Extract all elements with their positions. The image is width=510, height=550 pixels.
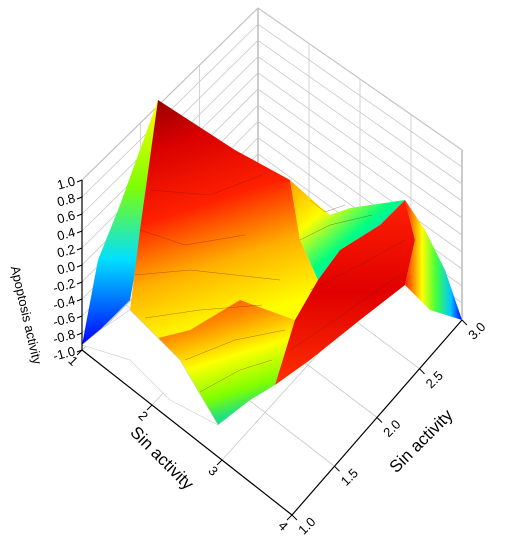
- z-tick-mark: [76, 298, 83, 302]
- surface-left-wall: [82, 100, 158, 345]
- x-tick-mark: [286, 514, 293, 521]
- x-tick-label: 3: [205, 463, 221, 479]
- contour-line: [309, 199, 346, 213]
- z-grid-line: [81, 7, 259, 181]
- surface-ridge: [275, 200, 415, 385]
- z-tick-label: 0.4: [55, 224, 76, 243]
- contour-line: [289, 274, 401, 351]
- y-tick-label: 3.0: [465, 319, 488, 342]
- z-tick-mark: [76, 264, 83, 268]
- z-tick-mark: [76, 196, 83, 200]
- z-tick-label: 0.2: [55, 241, 76, 260]
- z-axis-label: Apoptosis activity: [8, 264, 45, 366]
- y-tick-label: 1.0: [295, 514, 318, 537]
- z-tick-label: 0.8: [55, 190, 76, 209]
- surface-mesh: [81, 100, 462, 426]
- contour-line: [184, 329, 286, 361]
- x-tick-label: 4: [275, 518, 291, 534]
- z-tick-label: 0.6: [55, 207, 76, 226]
- contour-line: [139, 229, 246, 246]
- y-tick-mark: [334, 465, 340, 472]
- y-tick-mark: [461, 319, 468, 326]
- y-tick-mark: [291, 514, 298, 521]
- contour-line: [299, 214, 373, 241]
- z-tick-label: -0.8: [51, 326, 77, 346]
- z-tick-mark: [76, 230, 83, 234]
- x-tick-mark: [216, 459, 223, 466]
- surface-front-cut: [81, 309, 219, 426]
- x-axis-line: [81, 349, 293, 516]
- y-tick-mark: [376, 417, 383, 423]
- z-tick-label: -1.0: [51, 343, 77, 363]
- y-tick-mark: [419, 368, 425, 375]
- z-tick-label: 0.0: [55, 258, 76, 277]
- surface-right-wall: [405, 200, 462, 320]
- contour-line: [309, 239, 406, 291]
- y-tick-label: 2.5: [423, 368, 446, 391]
- surface-main-peak: [130, 100, 318, 340]
- z-tick-label: 1.0: [55, 173, 76, 192]
- y-tick-label: 1.5: [338, 465, 361, 488]
- y-axis-label: Sin activity: [386, 405, 457, 476]
- surface-valley: [290, 180, 405, 280]
- surface-front-slope: [130, 300, 295, 425]
- contour-line: [134, 269, 281, 281]
- y-tick-label: 2.0: [380, 417, 403, 440]
- contour-line: [144, 304, 263, 319]
- z-tick-label: -0.4: [51, 292, 77, 312]
- z-tick-mark: [76, 179, 83, 183]
- x-tick-mark: [76, 349, 83, 356]
- contour-line: [149, 174, 263, 196]
- x-tick-mark: [146, 404, 153, 411]
- z-tick-mark: [76, 213, 83, 217]
- z-tick-label: -0.2: [51, 275, 77, 295]
- x-tick-label: 2: [135, 408, 151, 424]
- z-tick-mark: [76, 315, 83, 319]
- z-tick-label: -0.6: [51, 309, 77, 329]
- z-tick-mark: [76, 281, 83, 285]
- x-axis-label: Sin activity: [126, 423, 197, 494]
- surface-contours: [134, 174, 406, 393]
- z-tick-mark: [76, 247, 83, 251]
- z-tick-mark: [76, 332, 83, 336]
- contour-line: [199, 359, 273, 393]
